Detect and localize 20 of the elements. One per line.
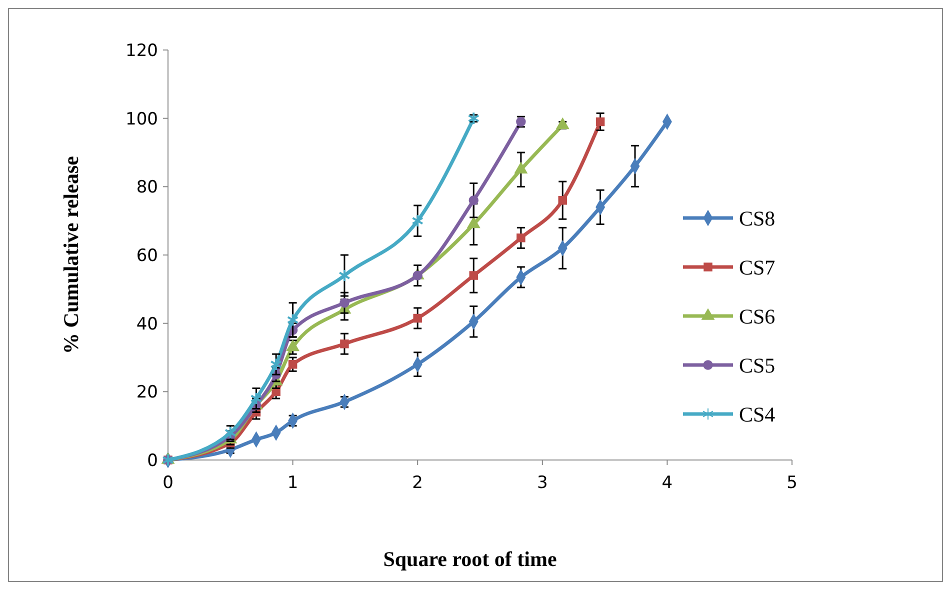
legend-label: CS6 bbox=[739, 304, 776, 328]
x-tick-label: 5 bbox=[786, 473, 798, 493]
y-axis-title: % Cumulative release bbox=[59, 156, 83, 354]
y-tick-label: 80 bbox=[136, 178, 158, 198]
x-tick-label: 3 bbox=[536, 473, 548, 493]
y-tick-label: 20 bbox=[136, 382, 158, 403]
y-tick-label: 100 bbox=[126, 109, 158, 130]
legend-label: CS4 bbox=[739, 402, 776, 426]
y-tick-label: 60 bbox=[136, 246, 158, 266]
x-tick-label: 1 bbox=[287, 473, 298, 493]
y-tick-label: 0 bbox=[147, 450, 158, 471]
legend-label: CS8 bbox=[739, 206, 776, 230]
x-tick-label: 2 bbox=[412, 473, 424, 493]
x-tick-label: 0 bbox=[162, 473, 174, 493]
legend-label: CS7 bbox=[739, 255, 776, 280]
y-tick-label: 120 bbox=[126, 40, 158, 61]
x-tick-label: 4 bbox=[662, 473, 673, 493]
x-axis-title: Square root of time bbox=[383, 547, 557, 571]
y-tick-label: 40 bbox=[136, 314, 158, 334]
legend-label: CS5 bbox=[739, 353, 776, 378]
